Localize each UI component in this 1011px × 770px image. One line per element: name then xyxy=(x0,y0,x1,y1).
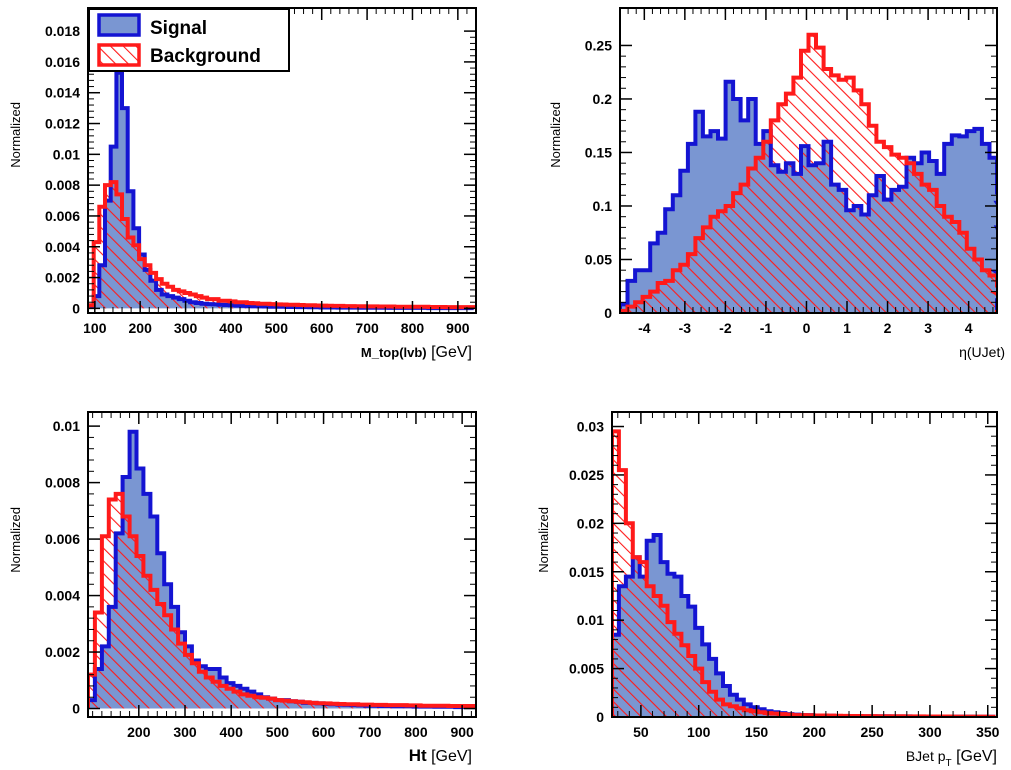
background-histogram xyxy=(88,491,476,709)
x-tick-label: 350 xyxy=(976,724,1000,740)
x-tick-label: 0 xyxy=(803,320,811,336)
y-tick-label: 0 xyxy=(596,709,604,725)
x-tick-label: 600 xyxy=(310,320,334,336)
y-tick-label: 0.01 xyxy=(53,146,80,162)
y-tick-label: 0.05 xyxy=(585,251,612,267)
x-tick-label: 900 xyxy=(446,320,470,336)
y-tick-label: 0.008 xyxy=(45,177,80,193)
x-tick-label: 300 xyxy=(918,724,942,740)
x-tick-label: 50 xyxy=(633,724,649,740)
x-tick-label: 2 xyxy=(884,320,892,336)
y-axis-label: Normalized xyxy=(8,102,23,168)
y-tick-label: 0.03 xyxy=(577,419,604,435)
y-tick-label: 0.15 xyxy=(585,144,612,160)
plot-frame xyxy=(619,7,998,314)
x-tick-label: 800 xyxy=(404,724,428,740)
legend-background-label: Background xyxy=(150,46,261,67)
x-axis-label: Ht [GeV] xyxy=(409,746,472,765)
y-tick-label: 0.008 xyxy=(45,475,80,491)
background-hatch xyxy=(612,431,994,717)
x-tick-label: 500 xyxy=(266,724,290,740)
y-tick-label: 0.005 xyxy=(569,661,604,677)
x-tick-label: -4 xyxy=(638,320,651,336)
y-tick-label: 0 xyxy=(604,305,612,321)
x-tick-label: 400 xyxy=(220,724,244,740)
x-tick-label: 600 xyxy=(312,724,336,740)
y-tick-label: 0.01 xyxy=(577,612,604,628)
x-tick-label: 250 xyxy=(860,724,884,740)
x-tick-label: 100 xyxy=(687,724,711,740)
x-tick-label: -1 xyxy=(760,320,773,336)
x-axis-label: η(UJet) xyxy=(959,344,1005,360)
plot-area xyxy=(612,429,996,717)
x-tick-label: 500 xyxy=(265,320,289,336)
x-tick-label: 200 xyxy=(129,320,153,336)
y-tick-label: 0.002 xyxy=(45,270,80,286)
x-tick-label: -3 xyxy=(679,320,692,336)
background-hatch xyxy=(88,182,474,309)
y-tick-label: 0.012 xyxy=(45,116,80,132)
x-tick-label: 300 xyxy=(174,320,198,336)
plot-area xyxy=(88,429,476,710)
y-tick-label: 0.002 xyxy=(45,644,80,660)
y-tick-label: 0.004 xyxy=(45,588,80,604)
y-tick-label: 0.01 xyxy=(53,418,80,434)
x-tick-label: 1 xyxy=(843,320,851,336)
x-tick-label: 900 xyxy=(450,724,474,740)
y-tick-label: 0.2 xyxy=(593,91,613,107)
x-axis-label: BJet pT [GeV] xyxy=(906,748,997,769)
y-tick-label: 0.014 xyxy=(45,85,80,101)
y-tick-label: 0 xyxy=(72,701,80,717)
legend-background-swatch xyxy=(97,43,141,67)
y-axis-label: Normalized xyxy=(8,507,23,573)
legend-signal-label: Signal xyxy=(150,18,207,39)
plot-frame xyxy=(87,411,477,718)
x-tick-label: 400 xyxy=(219,320,243,336)
chart-panel-3: 0 0.002 0.004 0.006 0.008 0.01 200 300 400 500 600… xyxy=(8,411,477,765)
background-hatch xyxy=(620,34,997,313)
x-tick-label: 3 xyxy=(924,320,932,336)
y-tick-label: 0.006 xyxy=(45,208,80,224)
plot-frame xyxy=(611,411,998,718)
y-tick-label: 0.004 xyxy=(45,239,80,255)
x-tick-label: 200 xyxy=(803,724,827,740)
x-tick-label: 700 xyxy=(358,724,382,740)
plot-area xyxy=(620,32,997,313)
y-tick-label: 0.025 xyxy=(569,467,604,483)
x-tick-label: 150 xyxy=(745,724,769,740)
x-tick-label: -2 xyxy=(719,320,732,336)
x-tick-label: 4 xyxy=(965,320,973,336)
chart-panel-2: 0 0.05 0.1 0.15 0.2 0.25 -4 -3 -2 -1 0 1 2 3 4 Normaliz… xyxy=(548,7,1005,360)
y-tick-label: 0.1 xyxy=(593,198,613,214)
y-tick-label: 0 xyxy=(72,300,80,316)
y-tick-label: 0.015 xyxy=(569,564,604,580)
legend: Signal Background xyxy=(88,8,290,72)
background-histogram xyxy=(620,32,997,313)
x-tick-label: 700 xyxy=(355,320,379,336)
x-axis-label: M_top(lvb) [GeV] xyxy=(361,344,472,361)
y-axis-label: Normalized xyxy=(548,102,563,168)
background-histogram xyxy=(88,180,476,310)
legend-signal-swatch xyxy=(97,13,141,37)
y-tick-label: 0.018 xyxy=(45,23,80,39)
x-tick-label: 200 xyxy=(127,724,151,740)
x-tick-label: 300 xyxy=(173,724,197,740)
y-tick-label: 0.006 xyxy=(45,531,80,547)
signal-fill xyxy=(612,535,994,717)
signal-histogram xyxy=(620,79,997,313)
x-tick-label: 100 xyxy=(83,320,107,336)
plot-area xyxy=(88,70,476,311)
y-tick-label: 0.25 xyxy=(585,37,612,53)
y-tick-label: 0.016 xyxy=(45,54,80,70)
y-tick-label: 0.02 xyxy=(577,515,604,531)
y-axis-label: Normalized xyxy=(536,507,551,573)
x-tick-label: 800 xyxy=(401,320,425,336)
chart-panel-4: 0 0.005 0.01 0.015 0.02 0.025 0.03 50 100 150 200 2… xyxy=(536,411,1000,769)
